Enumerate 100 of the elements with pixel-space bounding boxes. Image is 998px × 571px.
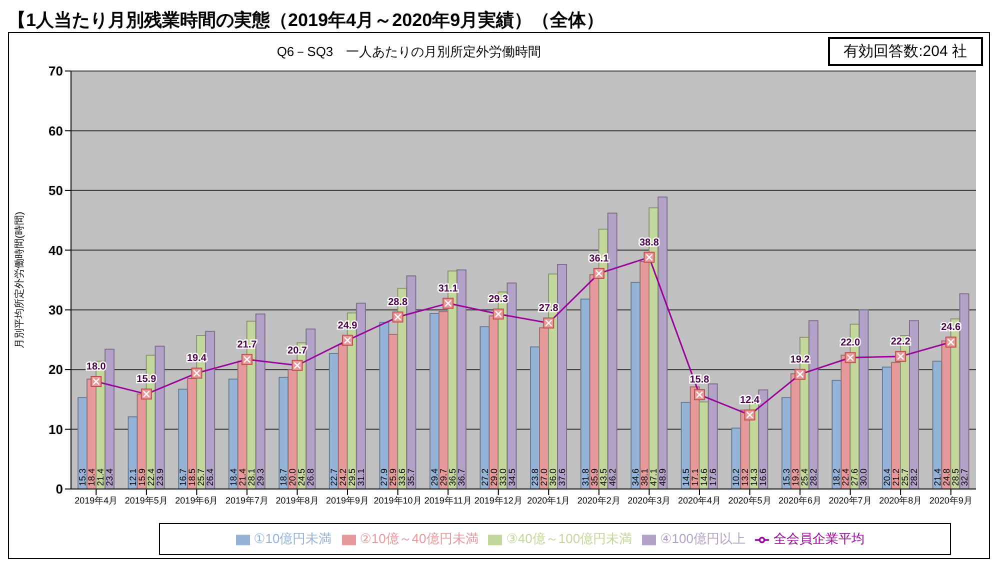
x-tick-label: 2020年9月 [929, 495, 972, 506]
data-label: 35.9 [589, 468, 600, 486]
data-label: 14.3 [749, 468, 760, 486]
data-label: 16.7 [178, 468, 188, 486]
data-label: 16.6 [758, 468, 768, 486]
data-label: 29.3 [488, 294, 509, 306]
data-label: 18.5 [187, 468, 198, 486]
data-label: 29.0 [488, 468, 499, 486]
data-label: 21.2 [890, 468, 901, 486]
data-label: 22.4 [840, 468, 851, 486]
bar [255, 314, 266, 489]
data-label: 31.1 [356, 468, 366, 486]
data-label: 24.8 [941, 468, 952, 486]
data-label: 28.1 [246, 468, 256, 486]
data-label: 20.7 [288, 345, 308, 356]
text: 有効回答数:204 社 [828, 37, 983, 66]
bar [205, 330, 216, 489]
data-label: 36.5 [447, 468, 458, 486]
x-tick-label: 2020年7月 [828, 495, 872, 506]
data-label: 29.3 [255, 468, 266, 486]
bar [506, 282, 517, 489]
data-label: 15.3 [78, 468, 88, 486]
data-label: 23.8 [530, 468, 540, 486]
bar [758, 389, 768, 489]
x-tick-label: 2020年1月 [527, 495, 570, 506]
data-label: 20.0 [288, 468, 298, 486]
data-label: 25.4 [799, 468, 810, 486]
data-label: 37.6 [557, 468, 568, 486]
data-label: 46.2 [607, 468, 618, 486]
data-label: 24.5 [296, 468, 307, 486]
data-label: 19.2 [790, 354, 810, 366]
bar [808, 320, 818, 489]
x-tick-label: 2019年10月 [374, 495, 422, 506]
data-label: 34.5 [506, 468, 517, 486]
legend-label: ②10億～40億円未満 [360, 531, 478, 546]
bar [356, 302, 366, 489]
data-label: 12.4 [740, 394, 760, 406]
data-label: 24.2 [338, 468, 348, 486]
data-label: 17.6 [708, 468, 718, 486]
data-label: 20.4 [882, 468, 892, 486]
x-tick-label: 2019年11月 [424, 495, 472, 506]
bar [607, 212, 618, 489]
x-tick-label: 2019年6月 [175, 495, 218, 506]
bar [658, 196, 668, 489]
bar [306, 328, 316, 489]
bar [406, 275, 416, 489]
data-label: 30.0 [858, 468, 869, 486]
data-label: 25.7 [196, 468, 206, 486]
y-axis-title: 月別平均所定外労働時間(時間) [14, 212, 26, 348]
data-label: 12.1 [128, 468, 138, 486]
data-label: 27.2 [480, 468, 490, 486]
data-label: 18.2 [832, 468, 842, 486]
data-label: 21.4 [96, 468, 106, 486]
x-tick-label: 2020年2月 [577, 495, 620, 506]
y-tick-label: 0 [56, 482, 63, 497]
data-label: 34.6 [630, 468, 641, 486]
data-label: 36.1 [589, 253, 610, 264]
data-label: 29.5 [346, 468, 357, 486]
y-tick-label: 10 [48, 422, 63, 437]
data-label: 23.9 [154, 468, 165, 486]
data-label: 36.0 [548, 468, 558, 486]
data-label: 21.7 [237, 339, 258, 350]
legend-label: ④100億円以上 [660, 531, 746, 546]
x-tick-label: 2020年8月 [879, 495, 922, 506]
x-tick-label: 2020年6月 [778, 495, 822, 506]
data-label: 32.7 [959, 468, 970, 486]
bar [456, 269, 466, 489]
data-label: 33.0 [498, 468, 508, 486]
data-label: 29.4 [429, 468, 440, 486]
data-label: 48.9 [658, 468, 668, 486]
data-label: 28.8 [388, 297, 408, 308]
data-label: 26.4 [205, 468, 216, 486]
data-label: 47.1 [648, 468, 659, 486]
data-label: 18.0 [86, 362, 106, 373]
data-label: 24.6 [941, 322, 962, 334]
data-label: 22.7 [328, 468, 339, 486]
data-label: 19.3 [790, 468, 800, 486]
data-label: 25.9 [388, 468, 398, 486]
bar [708, 383, 718, 489]
data-label: 18.4 [228, 468, 238, 486]
x-tick-label: 2020年4月 [678, 495, 721, 506]
bar [557, 264, 568, 489]
data-label: 13.2 [740, 468, 750, 486]
data-label: 21.4 [932, 468, 942, 486]
bar [908, 320, 919, 489]
y-tick-label: 30 [48, 302, 63, 318]
data-label: 15.3 [781, 468, 792, 486]
data-label: 35.7 [406, 468, 416, 486]
data-label: 38.8 [639, 237, 660, 248]
chart-title: 【1人当たり月別残業時間の実態（2019年4月～2020年9月実績）（全体） [8, 9, 606, 32]
x-tick-label: 2020年5月 [728, 495, 772, 506]
y-tick-label: 60 [48, 123, 63, 138]
data-label: 33.6 [397, 468, 408, 486]
data-label: 10.2 [731, 468, 742, 486]
x-tick-label: 2019年9月 [326, 495, 370, 506]
bar [154, 346, 165, 489]
data-label: 31.1 [438, 283, 458, 294]
data-label: 43.5 [598, 468, 608, 486]
data-label: 22.4 [146, 468, 156, 486]
data-label: 27.6 [850, 468, 860, 486]
